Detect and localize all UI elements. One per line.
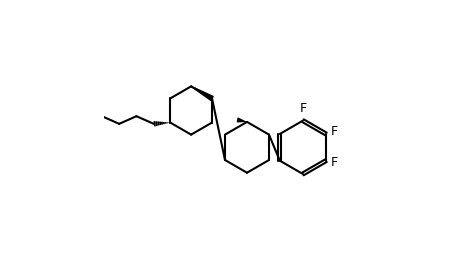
Text: F: F: [331, 125, 338, 138]
Text: F: F: [331, 156, 338, 169]
Text: F: F: [299, 102, 307, 115]
Polygon shape: [191, 86, 213, 100]
